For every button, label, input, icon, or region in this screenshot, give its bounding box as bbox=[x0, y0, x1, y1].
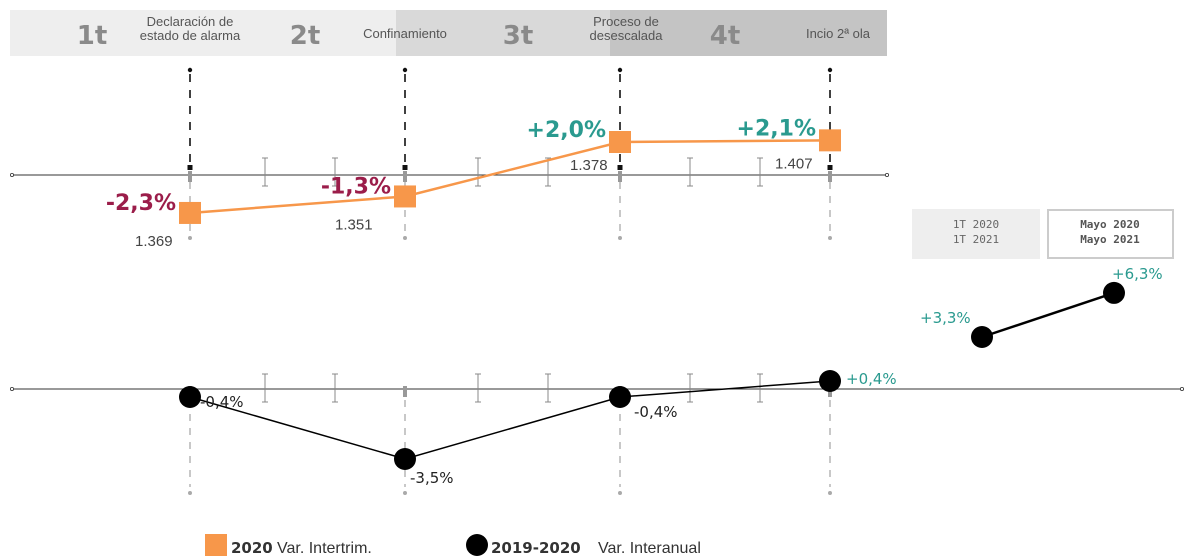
interanual-value-label: -3,5% bbox=[410, 469, 454, 487]
axis-end-dot bbox=[1180, 386, 1185, 391]
axis-start-dot bbox=[9, 386, 14, 391]
comparison-label: 1T 2020 bbox=[953, 218, 999, 231]
header-band-2 bbox=[396, 10, 612, 56]
index-value-label: 1.407 bbox=[775, 155, 813, 172]
intertrim-marker bbox=[179, 201, 201, 224]
comparison-line bbox=[981, 291, 1115, 339]
quarter-event-label: Incio 2ª ola bbox=[806, 26, 871, 41]
guide-pin bbox=[617, 67, 623, 73]
comparison-box-quarter bbox=[912, 209, 1040, 259]
quarter-event-label: desescalada bbox=[590, 28, 664, 43]
interanual-marker bbox=[179, 386, 201, 408]
month-tick bbox=[332, 157, 338, 187]
interanual-marker bbox=[609, 386, 631, 408]
comparison-label: 1T 2021 bbox=[953, 233, 999, 246]
quarter-event-label: Declaración de bbox=[147, 14, 234, 29]
legend-bold-label: 2020 bbox=[231, 539, 273, 556]
guide-pin bbox=[618, 236, 622, 240]
month-tick bbox=[757, 373, 763, 403]
month-tick bbox=[757, 157, 763, 187]
quarter-tick bbox=[827, 165, 833, 170]
intertrim-marker bbox=[394, 185, 416, 208]
interanual-marker bbox=[394, 448, 416, 470]
comparison-label: Mayo 2021 bbox=[1080, 233, 1140, 246]
intertrim-panel: -2,3% 1.369 -1,3% 1.351 +2,0% 1.378 +2,1% 1.407 bbox=[9, 67, 890, 250]
axis-end-dot bbox=[885, 172, 890, 177]
guide-pin bbox=[402, 67, 408, 73]
index-value-label: 1.378 bbox=[570, 157, 608, 174]
quarter-event-label: Proceso de bbox=[593, 14, 659, 29]
axis-start-dot bbox=[9, 172, 14, 177]
guide-pin bbox=[618, 491, 622, 495]
interanual-value-label: -0,4% bbox=[200, 393, 244, 411]
quarter-tick-grey bbox=[828, 171, 832, 182]
intertrim-value-label: +2,1% bbox=[737, 116, 816, 141]
guide-pin bbox=[403, 236, 407, 240]
intertrim-marker bbox=[819, 129, 841, 152]
quarter-tick bbox=[187, 165, 193, 170]
guide-pin bbox=[188, 236, 192, 240]
comparison-value-label: +3,3% bbox=[920, 309, 971, 327]
interanual-panel: -0,4% -3,5% -0,4% +0,4% bbox=[9, 370, 1185, 495]
guide-pin bbox=[188, 491, 192, 495]
guide-pin bbox=[828, 236, 832, 240]
interanual-line bbox=[189, 380, 831, 460]
comparison-marker bbox=[1103, 281, 1125, 304]
month-tick bbox=[332, 373, 338, 403]
legend-bold-label: 2019-2020 bbox=[491, 539, 581, 556]
quarter-header bbox=[10, 10, 887, 56]
interanual-marker bbox=[819, 370, 841, 392]
comparison-panel: 1T 2020 1T 2021 Mayo 2020 Mayo 2021 +3,3… bbox=[912, 209, 1174, 348]
month-tick bbox=[545, 157, 551, 187]
month-tick bbox=[545, 373, 551, 403]
guide-pin bbox=[187, 67, 193, 73]
quarter-tick-grey bbox=[618, 171, 622, 182]
legend-label: Var. Intertrim. bbox=[277, 540, 372, 556]
index-value-label: 1.369 bbox=[135, 233, 173, 250]
intertrim-value-label: -1,3% bbox=[321, 174, 391, 199]
quarter-number: 4t bbox=[710, 21, 741, 51]
quarter-number: 3t bbox=[503, 21, 534, 51]
guide-pin bbox=[827, 67, 833, 73]
intertrim-value-label: +2,0% bbox=[527, 118, 606, 143]
header-band-1 bbox=[10, 10, 398, 56]
legend: 2020 Var. Intertrim. 2019-2020 Var. Inte… bbox=[205, 534, 701, 556]
quarter-number: 1t bbox=[77, 21, 108, 51]
comparison-box-month bbox=[1047, 209, 1174, 259]
legend-label: Var. Interanual bbox=[598, 540, 701, 556]
month-tick bbox=[475, 157, 481, 187]
comparison-value-label: +6,3% bbox=[1112, 265, 1163, 283]
quarter-number: 2t bbox=[290, 21, 321, 51]
month-tick bbox=[262, 373, 268, 403]
quarter-tick-grey bbox=[188, 171, 192, 182]
quarter-event-label: estado de alarma bbox=[140, 28, 241, 43]
legend-marker-square bbox=[205, 534, 227, 556]
interanual-value-label: -0,4% bbox=[634, 403, 678, 421]
header-band-3 bbox=[610, 10, 887, 56]
legend-marker-circle bbox=[466, 534, 488, 556]
intertrim-marker bbox=[609, 131, 631, 153]
month-tick bbox=[262, 157, 268, 187]
comparison-label: Mayo 2020 bbox=[1080, 218, 1140, 231]
intertrim-value-label: -2,3% bbox=[106, 191, 176, 216]
quarter-event-label: Confinamiento bbox=[363, 26, 447, 41]
quarter-tick bbox=[617, 165, 623, 170]
guide-pin bbox=[828, 491, 832, 495]
intertrim-line bbox=[189, 139, 831, 215]
quarter-tick-grey bbox=[403, 171, 407, 182]
quarter-tick bbox=[402, 165, 408, 170]
quarter-tick-grey bbox=[403, 386, 407, 397]
month-tick bbox=[687, 157, 693, 187]
guide-pin bbox=[403, 491, 407, 495]
comparison-marker bbox=[971, 326, 993, 348]
interanual-value-label: +0,4% bbox=[846, 370, 897, 388]
month-tick bbox=[687, 373, 693, 403]
month-tick bbox=[475, 373, 481, 403]
index-value-label: 1.351 bbox=[335, 216, 373, 233]
